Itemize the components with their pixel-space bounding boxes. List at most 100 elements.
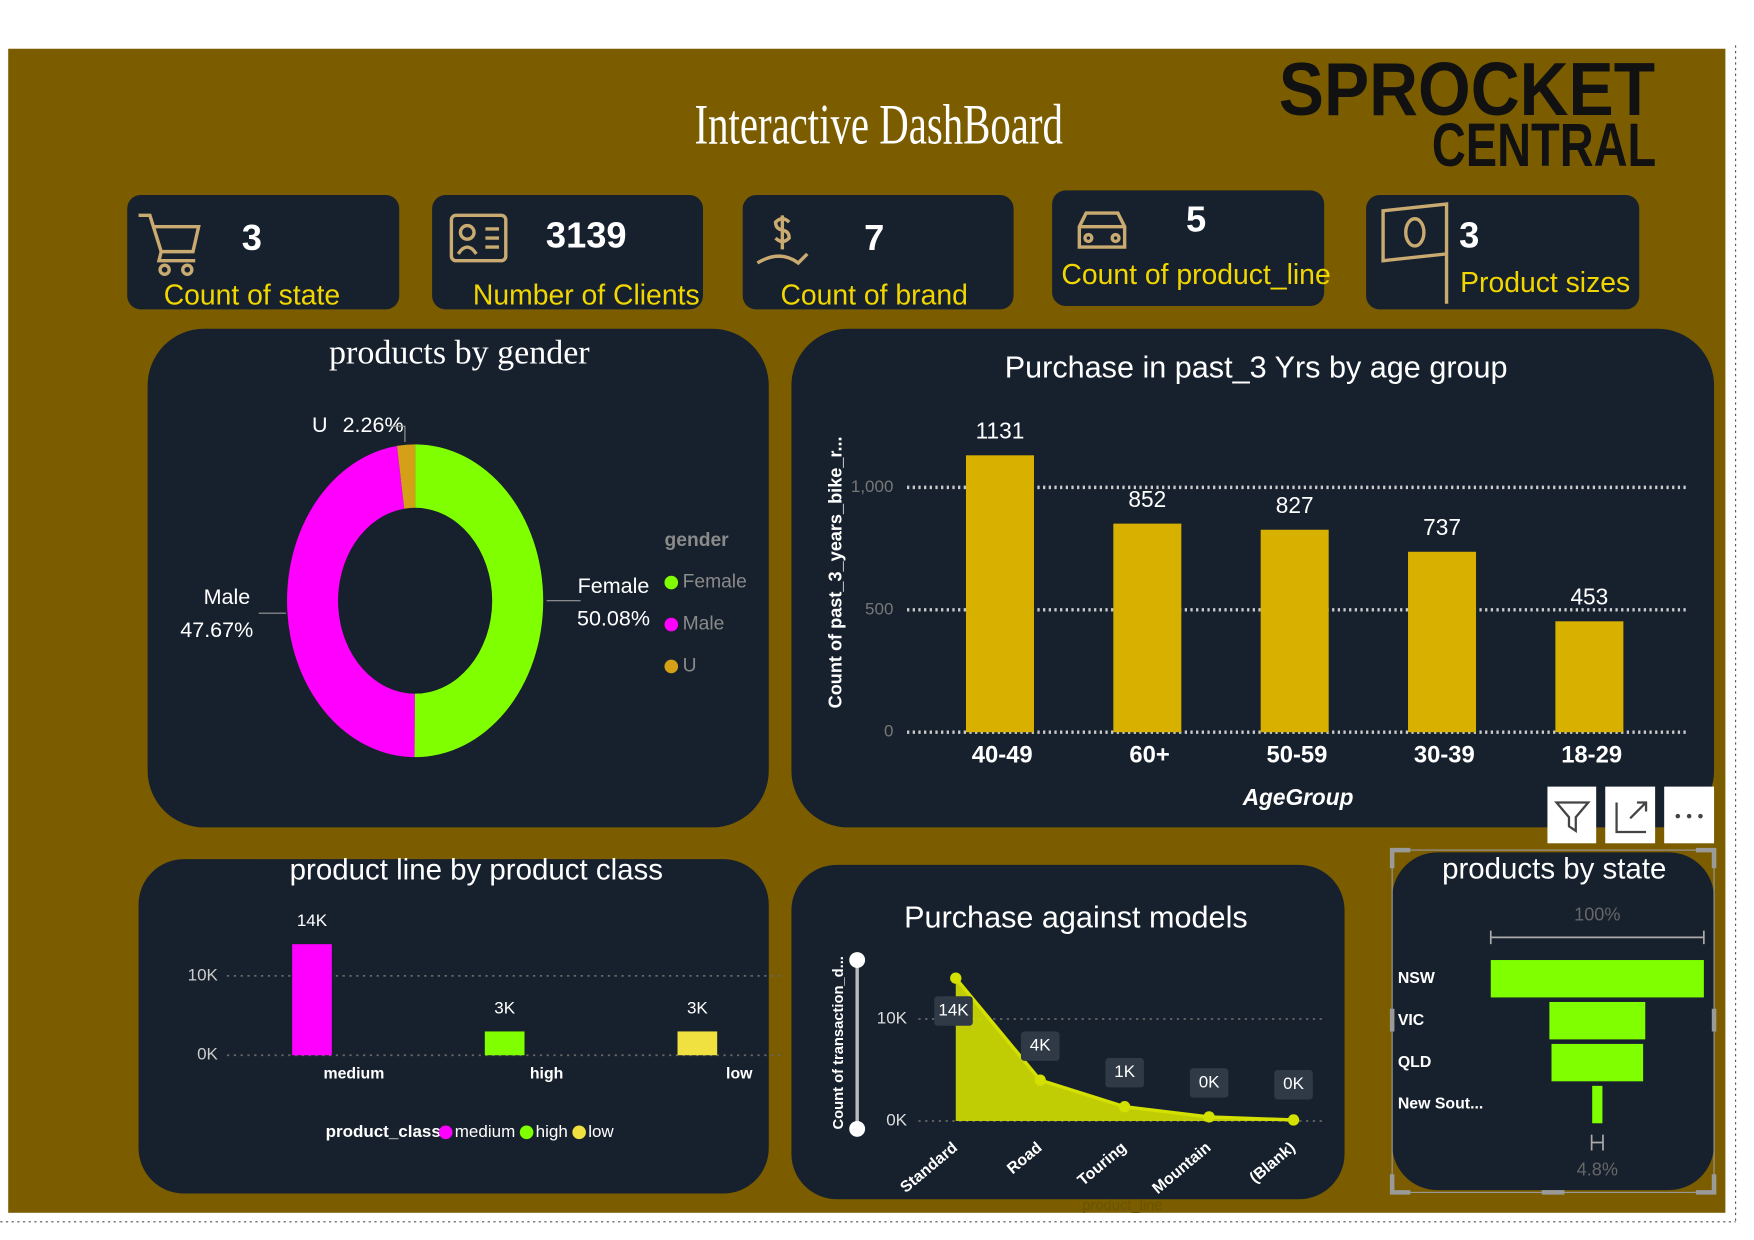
data-label-category: Male [204,585,251,609]
legend-swatch [664,575,679,590]
legend-swatch [438,1125,453,1140]
legend-swatch [664,617,679,632]
chart-title: Purchase against models [904,900,1248,934]
kpi-value: 3 [242,217,262,258]
data-label: 0K [1199,1072,1220,1091]
category-label: New Sout... [1398,1096,1483,1113]
data-label: 47.67% [180,618,253,642]
kpi-label: Count of brand [780,279,967,311]
y-tick-label: 10K [188,965,219,984]
car-icon [1077,211,1127,249]
x-tick-label: low [726,1066,753,1083]
category-label: VIC [1398,1012,1425,1029]
donut-segment [396,444,416,509]
slider-handle[interactable] [849,952,866,968]
x-tick-label: 18-29 [1561,741,1622,768]
bar [484,1031,525,1056]
kpi-label: Count of product_line [1061,259,1330,291]
y-tick-label: 0 [884,722,893,741]
chart-title: product line by product class [290,853,663,886]
bar [1555,621,1624,733]
y-tick-label: 10K [877,1008,908,1027]
data-label: 100% [1574,905,1620,925]
kpi-label: Product sizes [1460,267,1630,299]
category-label: NSW [1398,970,1435,987]
legend-swatch [519,1125,534,1140]
kpi-card [742,194,1014,310]
legend-swatch [572,1125,586,1140]
y-tick-label: 0K [886,1110,907,1129]
data-label: 4K [1030,1036,1051,1055]
data-label: 50.08% [577,607,650,631]
size-icon [1381,202,1449,304]
legend-label: Female [683,572,747,593]
x-tick-label: high [530,1066,563,1083]
bracket [1590,1134,1604,1151]
bar [292,944,332,1056]
kpi-card [127,194,400,310]
legend-swatch [664,659,679,674]
data-label: 14K [297,911,328,930]
chart-panel [147,328,769,828]
more-icon [1698,813,1703,819]
x-tick-label: medium [324,1066,385,1083]
selection-handles [1389,847,1717,1195]
data-point [1287,1114,1300,1126]
legend-label: medium [455,1122,515,1141]
cart-icon [158,263,171,276]
filter-icon [1554,801,1591,833]
client-icon [456,227,499,255]
x-tick-label: 50-59 [1267,741,1328,768]
data-point [1203,1111,1215,1123]
resize-handle [1389,847,1717,1195]
x-axis-title: AgeGroup [1242,784,1354,810]
bar [1408,551,1477,733]
filter-button[interactable] [1547,786,1597,844]
chart-title: Purchase in past_3 Yrs by age group [1005,351,1508,385]
category-label: QLD [1398,1054,1431,1071]
data-label-category: U [312,413,328,437]
data-label: 453 [1570,584,1608,610]
bar [677,1031,718,1056]
brand-icon [756,215,809,266]
data-label: 1K [1114,1062,1135,1081]
logo-text: CENTRAL [1432,111,1656,179]
data-label-category: Female [578,574,650,598]
legend-label: low [588,1122,614,1141]
data-label-box [1274,1069,1313,1100]
x-tick-label: 60+ [1129,741,1169,768]
chart-title: products by state [1442,852,1666,885]
data-label: 737 [1423,514,1461,540]
slider-handle[interactable] [849,1120,866,1137]
data-label: 1131 [976,418,1025,444]
data-label: 0K [1283,1074,1304,1093]
kpi-card [1366,194,1640,310]
chart-title: products by gender [329,335,590,372]
data-label: 3K [687,998,708,1017]
bar [965,455,1034,733]
visual-toolbar [1547,786,1715,844]
chart-panel [138,859,769,1194]
data-point [950,972,962,984]
more-icon [1675,813,1681,819]
funnel-bar [1592,1085,1603,1124]
data-label: 14K [938,1001,969,1020]
leader-line [389,425,406,443]
more-icon [1686,813,1692,819]
focus-button[interactable] [1605,786,1656,844]
data-label-box [1105,1057,1144,1088]
data-label: 3K [494,998,515,1017]
data-point [1034,1074,1046,1086]
y-axis-title: Count of past_3_years_bike_r... [826,436,846,708]
car-icon [1110,232,1121,244]
kpi-value: 5 [1186,199,1206,240]
legend-title: gender [664,530,729,551]
data-label-box [934,996,973,1026]
donut-segment [287,445,415,758]
data-label: 827 [1276,492,1314,518]
y-tick-label: 1,000 [851,477,894,496]
data-label: 4.8% [1577,1160,1618,1180]
data-label-box [1020,1031,1060,1061]
